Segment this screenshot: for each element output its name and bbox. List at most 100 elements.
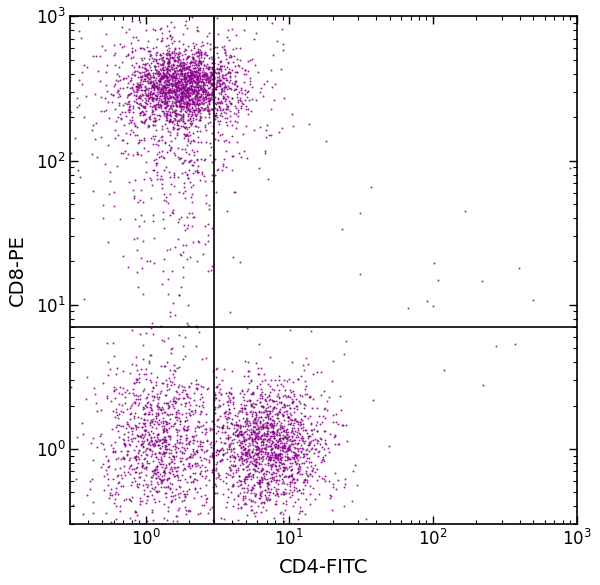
Point	[307, 403, 316, 412]
Point	[249, 456, 259, 465]
Point	[167, 63, 177, 72]
Point	[170, 398, 179, 407]
Point	[169, 71, 178, 81]
Point	[215, 401, 225, 410]
Point	[170, 78, 180, 87]
Point	[192, 91, 202, 100]
Point	[260, 412, 270, 422]
Point	[263, 414, 273, 424]
Point	[206, 68, 216, 77]
Point	[241, 451, 251, 460]
Point	[140, 143, 149, 153]
Point	[154, 454, 163, 463]
Point	[181, 155, 190, 164]
Point	[157, 442, 167, 451]
Point	[202, 91, 211, 100]
Point	[151, 66, 161, 75]
Point	[320, 472, 330, 481]
Point	[172, 68, 182, 78]
Point	[181, 96, 190, 105]
Point	[133, 102, 143, 112]
Point	[233, 500, 243, 509]
Point	[108, 448, 118, 457]
Point	[185, 463, 195, 473]
Point	[200, 90, 210, 99]
Point	[184, 67, 193, 77]
Point	[221, 478, 230, 487]
Point	[122, 92, 131, 102]
Point	[250, 459, 259, 469]
Point	[150, 464, 160, 474]
Point	[181, 390, 191, 399]
Point	[235, 421, 245, 430]
Point	[331, 431, 340, 440]
Point	[272, 435, 281, 445]
Point	[191, 95, 201, 104]
Point	[253, 434, 263, 443]
Point	[76, 172, 85, 181]
Point	[242, 70, 251, 79]
Point	[173, 116, 182, 125]
Point	[160, 119, 169, 129]
Point	[284, 488, 293, 498]
Point	[273, 452, 283, 462]
Point	[221, 108, 231, 118]
Point	[127, 69, 137, 78]
Point	[165, 245, 175, 254]
Point	[158, 475, 167, 484]
Point	[164, 55, 173, 64]
Point	[151, 116, 161, 125]
Point	[253, 67, 263, 77]
Point	[187, 109, 197, 119]
Point	[172, 412, 182, 422]
Point	[215, 456, 225, 465]
Point	[289, 391, 299, 401]
Point	[262, 133, 271, 142]
Point	[190, 71, 199, 80]
Point	[125, 404, 134, 413]
Point	[125, 462, 134, 471]
Point	[121, 27, 131, 36]
Point	[164, 49, 174, 58]
Point	[189, 99, 199, 109]
Point	[260, 422, 270, 432]
Point	[160, 441, 170, 450]
Point	[172, 448, 181, 457]
Point	[253, 383, 262, 393]
Point	[268, 404, 278, 414]
Point	[177, 63, 187, 72]
Point	[152, 82, 161, 91]
Point	[143, 416, 152, 425]
Point	[170, 442, 179, 451]
Point	[194, 116, 203, 125]
Point	[178, 466, 188, 475]
Point	[203, 118, 212, 128]
Point	[277, 422, 287, 431]
Point	[250, 491, 260, 501]
Point	[164, 80, 174, 90]
Point	[137, 263, 147, 273]
Point	[185, 98, 194, 108]
Point	[195, 470, 205, 479]
Point	[245, 396, 255, 405]
Point	[193, 488, 202, 497]
Point	[156, 479, 166, 488]
Point	[169, 404, 179, 413]
Point	[137, 462, 147, 471]
Point	[221, 388, 231, 398]
Point	[199, 85, 208, 95]
Point	[231, 43, 241, 53]
Point	[193, 106, 203, 116]
Point	[239, 436, 249, 445]
Point	[165, 108, 175, 117]
Point	[291, 452, 301, 461]
Point	[236, 96, 245, 105]
Point	[184, 77, 193, 86]
Point	[200, 69, 210, 78]
Point	[161, 64, 170, 74]
Point	[140, 76, 150, 85]
Point	[182, 87, 192, 97]
Point	[106, 90, 116, 99]
Point	[162, 82, 172, 92]
Point	[213, 95, 223, 104]
